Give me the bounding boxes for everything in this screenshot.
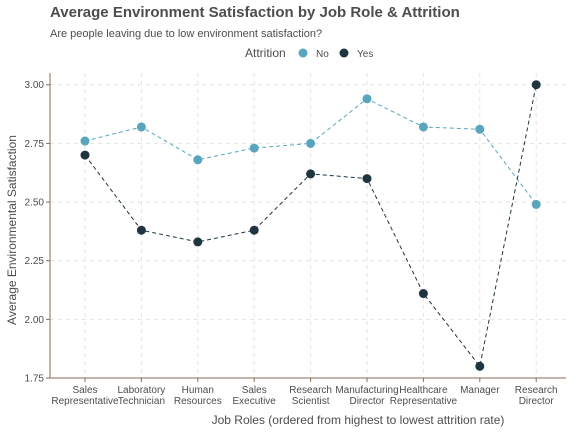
data-point-no (475, 124, 485, 134)
y-tick-label: 2.25 (25, 256, 45, 267)
data-point-yes (306, 169, 316, 179)
data-point-no (306, 138, 316, 148)
plot-area: 1.75 2.00 2.25 2.50 2.75 3.00 Sales Representat… (25, 73, 566, 407)
data-point-yes (362, 174, 372, 184)
data-point-yes (80, 150, 90, 160)
data-point-yes (531, 80, 541, 90)
legend-key-no (298, 48, 308, 58)
x-tick-label: Research Director (515, 385, 558, 407)
y-tick-label: 1.75 (25, 374, 45, 385)
y-tick-label: 2.75 (25, 139, 45, 150)
y-tick-label: 2.50 (25, 198, 45, 209)
data-point-no (136, 122, 146, 132)
data-point-yes (475, 361, 485, 371)
legend-label-yes: Yes (357, 49, 373, 60)
x-tick-label: Sales Executive (233, 385, 277, 407)
data-point-yes (136, 225, 146, 235)
chart-title: Average Environment Satisfaction by Job … (50, 4, 460, 21)
data-point-no (531, 199, 541, 209)
x-tick-label: Laboratory Technician (117, 385, 165, 407)
legend-title: Attrition (245, 46, 286, 60)
data-point-no (80, 136, 90, 146)
data-point-no (418, 122, 428, 132)
y-axis-title: Average Environmental Satisfaction (5, 135, 19, 325)
x-tick-label: Human Resources (174, 385, 222, 407)
x-tick-label: Healthcare Representative (390, 385, 458, 407)
legend-label-no: No (316, 49, 329, 60)
chart-subtitle: Are people leaving due to low environmen… (50, 28, 322, 40)
data-point-no (249, 143, 259, 153)
y-tick-label: 2.00 (25, 315, 45, 326)
legend-key-yes (339, 48, 349, 58)
legend: Attrition No Yes (245, 46, 373, 60)
data-point-no (362, 94, 372, 104)
x-tick-label: Research Scientist (289, 385, 332, 407)
data-point-no (193, 155, 203, 165)
x-axis-title: Job Roles (ordered from highest to lowes… (212, 413, 505, 427)
data-point-yes (193, 237, 203, 247)
data-point-yes (418, 289, 428, 299)
x-tick-label: Sales Representative (51, 385, 119, 407)
y-tick-label: 3.00 (25, 80, 45, 91)
data-point-yes (249, 225, 259, 235)
series-line-no (84, 98, 537, 205)
x-tick-label: Manufacturing Director (335, 385, 398, 407)
x-tick-label: Manager (460, 385, 500, 396)
